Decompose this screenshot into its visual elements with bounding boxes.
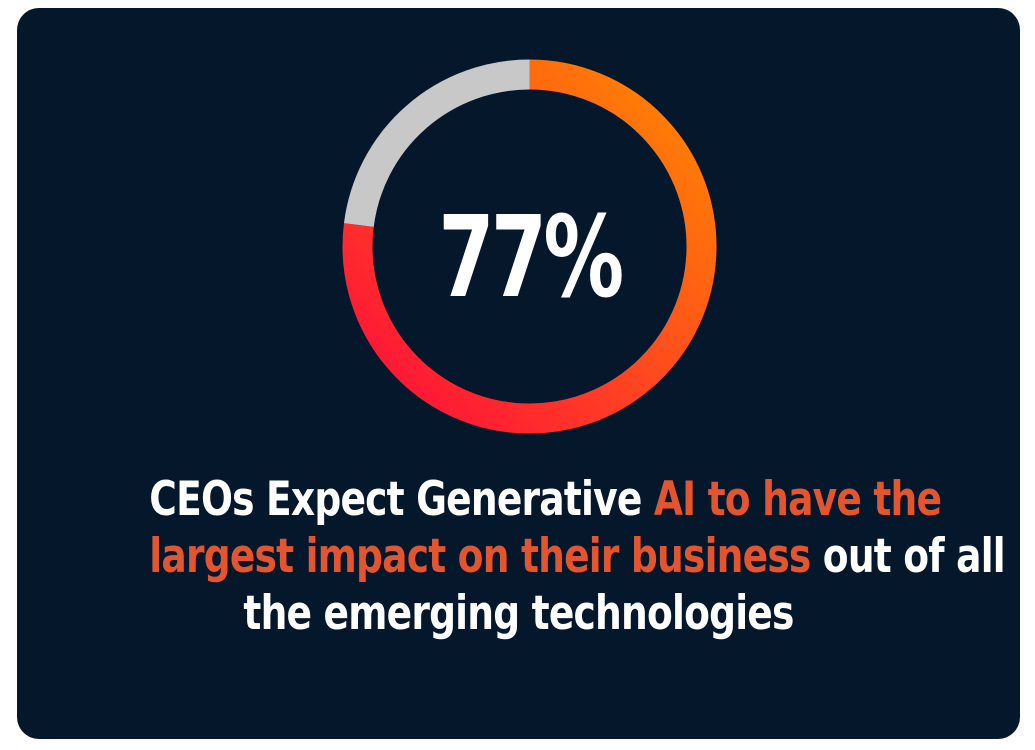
caption-highlight: AI to have the [653, 472, 942, 527]
caption-line-2: largest impact on their business out of … [149, 528, 1005, 585]
caption-line-3: the emerging technologies [149, 585, 887, 642]
caption-text: the emerging technologies [243, 586, 794, 641]
caption-line-1: CEOs Expect Generative AI to have the [149, 471, 942, 528]
caption-text: CEOs Expect Generative [149, 472, 654, 527]
caption-highlight: largest impact on their business [149, 529, 811, 584]
caption: CEOs Expect Generative AI to have the la… [57, 471, 1005, 642]
donut-chart [342, 59, 717, 434]
donut-slice-value [342, 59, 717, 434]
stat-card: 77% CEOs Expect Generative AI to have th… [17, 8, 1020, 739]
donut-slice-remainder [343, 59, 530, 228]
caption-text: out of all [810, 529, 1006, 584]
